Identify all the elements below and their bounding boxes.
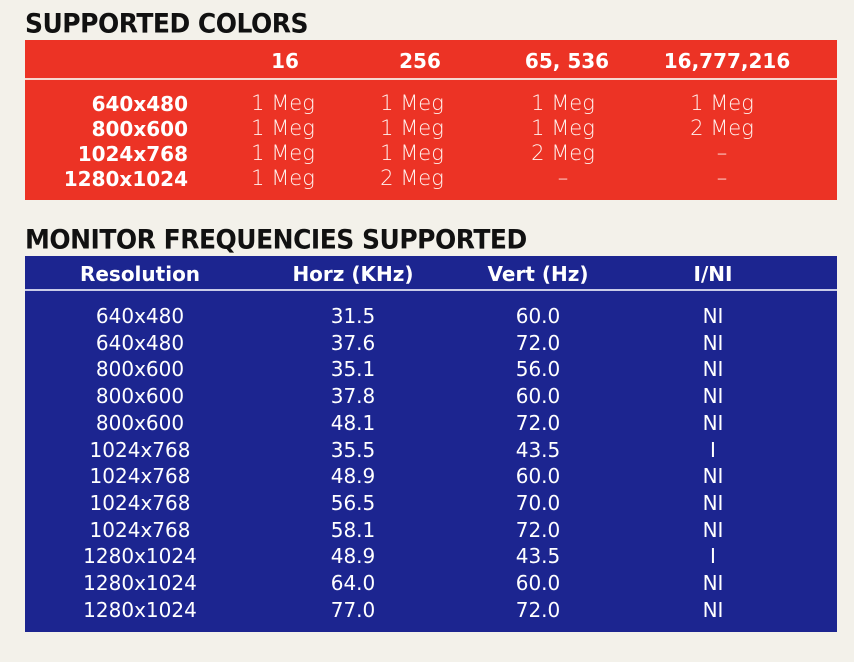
table-cell: 77.0 — [330, 597, 376, 622]
column-header: Horz (KHz) — [292, 262, 414, 286]
table-cell: 58.1 — [330, 517, 376, 542]
column-header: I/NI — [693, 262, 733, 286]
supported-colors-table: 16 256 65, 536 16,777,216 640x480 1 Meg 1 Meg 1… — [25, 40, 837, 200]
memory-cell: 1 Meg — [380, 141, 444, 165]
table-cell: 56.5 — [330, 490, 376, 515]
memory-cell: 1 Meg — [531, 116, 595, 140]
table-cell: 72.0 — [515, 330, 561, 355]
table-cell: NI — [702, 384, 724, 409]
table-cell: NI — [702, 517, 724, 542]
memory-cell: 1 Meg — [251, 166, 315, 190]
table-cell: 48.9 — [330, 464, 376, 489]
monitor-frequencies-table: Resolution Horz (KHz) Vert (Hz) I/NI 640x480… — [25, 256, 837, 632]
table-cell: 56.0 — [515, 357, 561, 382]
column-header: Vert (Hz) — [487, 262, 589, 286]
column-header: Resolution — [79, 262, 201, 286]
table-cell: 800x600 — [95, 357, 185, 382]
table-cell: 43.5 — [515, 544, 561, 569]
memory-cell: 1 Meg — [251, 116, 315, 140]
table-cell: 1024x768 — [89, 490, 191, 515]
column-header: 16,777,216 — [663, 49, 791, 73]
table-cell: NI — [702, 357, 724, 382]
table-cell: I — [710, 544, 716, 569]
table-cell: 72.0 — [515, 517, 561, 542]
header-divider — [25, 78, 837, 80]
row-resolution: 1280x1024 — [63, 167, 188, 191]
table-cell: 37.8 — [330, 384, 376, 409]
frequencies-title: MONITOR FREQUENCIES SUPPORTED — [25, 224, 527, 255]
row-resolution: 800x600 — [91, 117, 188, 141]
memory-cell: 1 Meg — [531, 91, 595, 115]
memory-cell: – — [716, 166, 728, 190]
memory-cell: – — [716, 141, 728, 165]
memory-cell: 2 Meg — [380, 166, 444, 190]
table-cell: NI — [702, 410, 724, 435]
table-cell: 1280x1024 — [83, 544, 197, 569]
table-cell: 1280x1024 — [83, 597, 197, 622]
table-cell: 1024x768 — [89, 437, 191, 462]
column-header: 65, 536 — [524, 49, 610, 73]
table-cell: 1280x1024 — [83, 571, 197, 595]
table-cell: 60.0 — [515, 384, 561, 409]
table-cell: 1024x768 — [89, 517, 191, 542]
table-cell: 640x480 — [95, 304, 185, 328]
table-cell: 60.0 — [515, 304, 561, 328]
table-cell: NI — [702, 330, 724, 355]
table-cell: NI — [702, 571, 724, 595]
table-cell: 48.9 — [330, 544, 376, 569]
table-cell: 31.5 — [330, 304, 376, 328]
table-cell: 60.0 — [515, 571, 561, 595]
table-cell: 640x480 — [95, 330, 185, 355]
memory-cell: 2 Meg — [531, 141, 595, 165]
table-cell: 1024x768 — [89, 464, 191, 489]
memory-cell: 1 Meg — [251, 141, 315, 165]
table-cell: 72.0 — [515, 597, 561, 622]
table-cell: 64.0 — [330, 571, 376, 595]
row-resolution: 640x480 — [91, 92, 188, 116]
row-resolution: 1024x768 — [77, 142, 188, 166]
table-cell: 800x600 — [95, 384, 185, 409]
colors-title: SUPPORTED COLORS — [25, 8, 309, 39]
table-cell: NI — [702, 464, 724, 489]
table-cell: NI — [702, 304, 724, 328]
table-cell: 48.1 — [330, 410, 376, 435]
column-header: 256 — [399, 49, 441, 73]
column-header: 16 — [271, 49, 299, 73]
table-cell: I — [710, 437, 716, 462]
table-cell: NI — [702, 490, 724, 515]
table-cell: 35.1 — [330, 357, 376, 382]
table-cell: 70.0 — [515, 490, 561, 515]
memory-cell: 2 Meg — [690, 116, 754, 140]
table-cell: 800x600 — [95, 410, 185, 435]
table-cell: 60.0 — [515, 464, 561, 489]
memory-cell: 1 Meg — [380, 116, 444, 140]
table-cell: 72.0 — [515, 410, 561, 435]
memory-cell: 1 Meg — [690, 91, 754, 115]
table-cell: NI — [702, 597, 724, 622]
header-divider — [25, 289, 837, 291]
table-cell: 35.5 — [330, 437, 376, 462]
table-cell: 37.6 — [330, 330, 376, 355]
memory-cell: 1 Meg — [380, 91, 444, 115]
memory-cell: – — [557, 166, 569, 190]
table-cell: 43.5 — [515, 437, 561, 462]
memory-cell: 1 Meg — [251, 91, 315, 115]
